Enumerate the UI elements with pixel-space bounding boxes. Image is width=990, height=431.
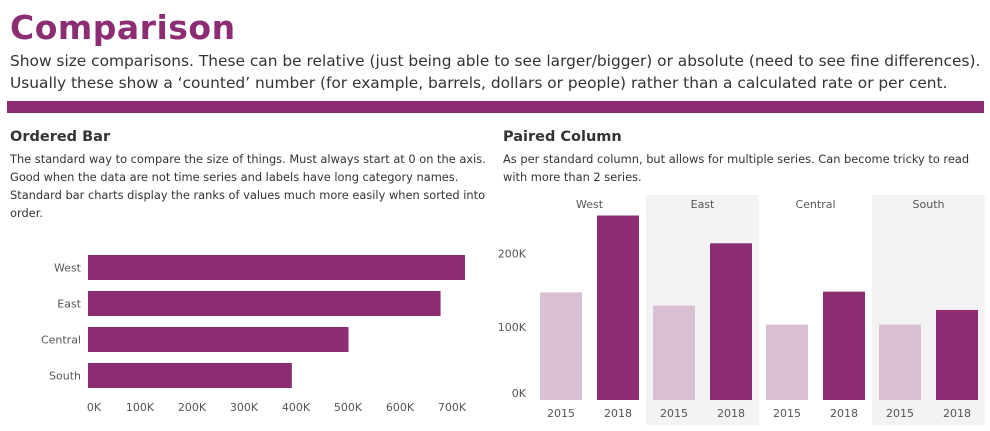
bar-label-central: Central bbox=[41, 334, 81, 347]
paired-column-description: As per standard column, but allows for m… bbox=[503, 152, 970, 184]
paired-column-title: Paired Column bbox=[503, 129, 622, 145]
x-tick-label: 400K bbox=[282, 401, 311, 414]
x-tick-label: 100K bbox=[126, 401, 155, 414]
bar-central bbox=[88, 327, 349, 352]
column-south-2015 bbox=[879, 324, 921, 400]
bar-south bbox=[88, 363, 292, 388]
column-central-2018 bbox=[823, 291, 865, 400]
group-header-central: Central bbox=[795, 198, 835, 211]
group-header-west: West bbox=[576, 198, 604, 211]
x-tick-label: 300K bbox=[230, 401, 259, 414]
column-west-2018 bbox=[597, 215, 639, 400]
bar-west bbox=[88, 255, 465, 280]
group-header-east: East bbox=[691, 198, 715, 211]
x-tick-label: 200K bbox=[178, 401, 207, 414]
x-tick-label: 500K bbox=[334, 401, 363, 414]
y-tick-label: 100K bbox=[498, 321, 527, 334]
page-title: Comparison bbox=[10, 8, 236, 47]
column-south-2018 bbox=[936, 309, 978, 400]
bar-east bbox=[88, 291, 441, 316]
column-west-2015 bbox=[540, 292, 582, 400]
column-x-label: 2015 bbox=[547, 407, 575, 420]
column-x-label: 2018 bbox=[943, 407, 971, 420]
column-x-label: 2018 bbox=[717, 407, 745, 420]
x-tick-label: 700K bbox=[438, 401, 467, 414]
column-central-2015 bbox=[766, 324, 808, 400]
y-tick-label: 0K bbox=[512, 387, 527, 400]
column-x-label: 2018 bbox=[830, 407, 858, 420]
column-east-2018 bbox=[710, 243, 752, 400]
x-tick-label: 600K bbox=[386, 401, 415, 414]
column-x-label: 2015 bbox=[886, 407, 914, 420]
column-x-label: 2015 bbox=[773, 407, 801, 420]
bar-label-west: West bbox=[54, 262, 82, 275]
ordered-bar-description: The standard way to compare the size of … bbox=[10, 152, 486, 220]
column-x-label: 2015 bbox=[660, 407, 688, 420]
page-subtitle: Show size comparisons. These can be rela… bbox=[10, 52, 981, 92]
bar-label-south: South bbox=[49, 370, 81, 383]
x-tick-label: 0K bbox=[87, 401, 102, 414]
header-divider bbox=[7, 101, 984, 113]
y-tick-label: 200K bbox=[498, 248, 527, 261]
bar-label-east: East bbox=[57, 298, 81, 311]
column-east-2015 bbox=[653, 305, 695, 400]
column-x-label: 2018 bbox=[604, 407, 632, 420]
ordered-bar-title: Ordered Bar bbox=[10, 129, 111, 145]
group-header-south: South bbox=[913, 198, 945, 211]
